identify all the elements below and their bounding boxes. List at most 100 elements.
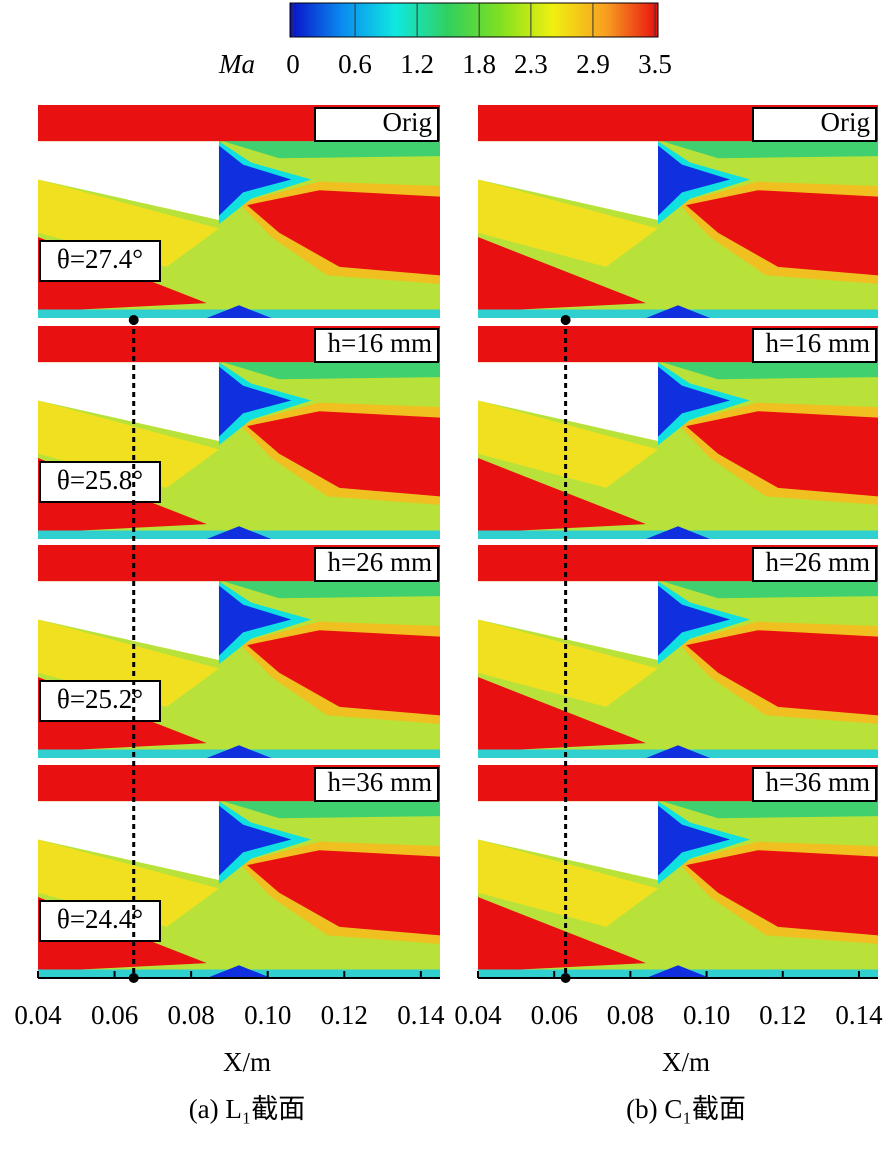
x-axis-label: X/m	[223, 1047, 271, 1077]
contour-region	[38, 179, 219, 267]
contour-region	[478, 237, 646, 312]
contour-region	[38, 619, 219, 707]
contour-region	[38, 141, 219, 221]
marker-dot	[560, 973, 571, 983]
colorbar-tick-label: 3.5	[638, 49, 672, 79]
x-tick-label: 0.10	[683, 1000, 730, 1030]
contour-region	[218, 366, 292, 437]
contour-region	[206, 965, 272, 978]
contour-region	[478, 801, 658, 881]
x-tick-label: 0.14	[835, 1000, 883, 1030]
contour-region	[658, 366, 730, 437]
contour-region	[247, 850, 440, 936]
angle-label: θ=25.8°	[57, 465, 143, 495]
contour-region	[38, 362, 219, 442]
colorbar-tick-label: 1.8	[462, 49, 496, 79]
contour-region	[478, 581, 658, 661]
colorbar-tick-label: 2.3	[514, 49, 548, 79]
contour-region	[478, 458, 646, 533]
marker-dot	[560, 315, 571, 325]
tag-box	[752, 767, 877, 802]
angle-label: θ=24.4°	[57, 904, 143, 934]
contour-region	[686, 850, 878, 936]
contour-region	[478, 141, 658, 221]
colorbar-tick-label: 0	[286, 49, 300, 79]
contour-region	[658, 805, 730, 876]
x-tick-label: 0.12	[759, 1000, 806, 1030]
tag-box	[752, 547, 877, 582]
contour-region	[478, 677, 646, 752]
angle-box	[39, 461, 161, 503]
angle-label: θ=27.4°	[57, 244, 143, 274]
contour-region	[222, 141, 440, 159]
contour-region	[646, 745, 710, 758]
contour-region	[222, 362, 440, 380]
row-tag: h=26 mm	[766, 547, 870, 577]
row-tag: h=16 mm	[328, 328, 432, 358]
contour-region	[646, 305, 710, 318]
x-tick-label: 0.06	[91, 1000, 138, 1030]
contour-region	[218, 145, 292, 216]
colorbar-label: Ma	[218, 49, 255, 79]
marker-dot	[128, 973, 139, 983]
contour-region	[222, 581, 440, 599]
contour-region	[478, 400, 658, 488]
x-tick-label: 0.04	[454, 1000, 502, 1030]
contour-region	[218, 585, 292, 656]
contour-region	[222, 801, 440, 819]
contour-region	[478, 179, 658, 267]
x-tick-label: 0.06	[531, 1000, 578, 1030]
marker-dot	[128, 315, 139, 325]
contour-region	[686, 190, 878, 276]
tag-box	[314, 767, 439, 802]
row-tag: h=36 mm	[328, 767, 432, 797]
contour-region	[38, 581, 219, 661]
contour-region	[478, 897, 646, 972]
x-tick-label: 0.04	[14, 1000, 62, 1030]
contour-region	[38, 400, 219, 488]
contour-region	[247, 630, 440, 716]
tag-box	[314, 107, 439, 142]
angle-label: θ=25.2°	[57, 684, 143, 714]
contour-region	[206, 305, 272, 318]
contour-region	[247, 411, 440, 497]
row-tag: Orig	[383, 107, 433, 137]
contour-region	[478, 839, 658, 927]
contour-region	[478, 619, 658, 707]
tag-box	[752, 328, 877, 363]
x-axis-label: X/m	[662, 1047, 710, 1077]
contour-region	[478, 362, 658, 442]
x-tick-label: 0.08	[168, 1000, 215, 1030]
row-tag: h=26 mm	[328, 547, 432, 577]
angle-box	[39, 680, 161, 722]
tag-box	[314, 547, 439, 582]
row-tag: h=16 mm	[766, 328, 870, 358]
contour-region	[646, 965, 710, 978]
colorbar	[289, 2, 659, 38]
colorbar-tick-label: 0.6	[338, 49, 372, 79]
tag-box	[314, 328, 439, 363]
contour-region	[662, 581, 878, 599]
contour-region	[686, 411, 878, 497]
contour-region	[658, 145, 730, 216]
contour-region	[662, 141, 878, 159]
contour-region	[218, 805, 292, 876]
caption: (b) C₁截面	[626, 1094, 746, 1124]
angle-box	[39, 900, 161, 942]
x-tick-label: 0.08	[607, 1000, 654, 1030]
x-tick-label: 0.14	[397, 1000, 445, 1030]
x-tick-label: 0.10	[244, 1000, 291, 1030]
row-tag: h=36 mm	[766, 767, 870, 797]
colorbar-tick-label: 2.9	[576, 49, 610, 79]
row-tag: Orig	[821, 107, 871, 137]
angle-box	[39, 240, 161, 282]
x-tick-label: 0.12	[321, 1000, 368, 1030]
contour-region	[646, 526, 710, 539]
contour-region	[658, 585, 730, 656]
colorbar-tick-label: 1.2	[400, 49, 434, 79]
contour-region	[38, 801, 219, 881]
contour-region	[206, 526, 272, 539]
contour-region	[38, 839, 219, 927]
